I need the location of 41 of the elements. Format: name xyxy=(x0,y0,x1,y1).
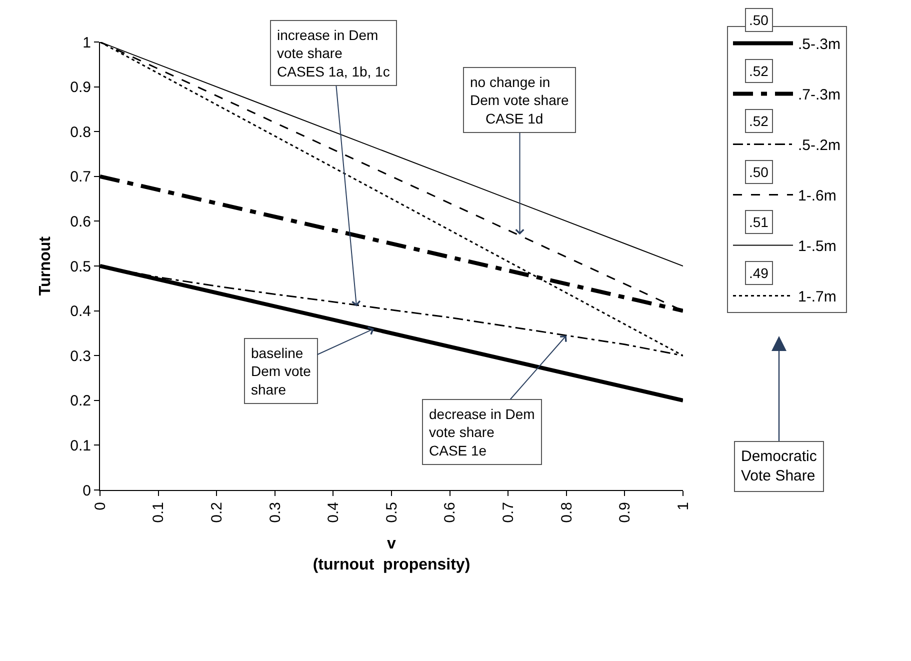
x-tick-label: 0 xyxy=(92,502,109,510)
text: .50 xyxy=(749,164,769,180)
legend-label: .7-.3m xyxy=(798,86,841,104)
text: .51 xyxy=(749,214,769,230)
legend-label: .5-.2m xyxy=(798,137,841,154)
annotation: increase in Dem vote share CASES 1a, 1b, 1c xyxy=(277,27,390,80)
annotation: baseline Dem vote share xyxy=(251,345,312,398)
x-tick-label: 1 xyxy=(674,502,692,510)
y-tick-label: 0.3 xyxy=(70,348,91,365)
y-tick-label: 0.9 xyxy=(70,79,91,96)
x-tick-label: 0.1 xyxy=(150,502,168,523)
y-tick-label: 0.7 xyxy=(70,168,91,186)
legend-label: .5-.3m xyxy=(798,36,841,54)
x-tick-label: 0.8 xyxy=(558,502,576,523)
y-tick-label: 0.4 xyxy=(70,303,91,320)
annotation: no change in Dem vote share CASE 1d xyxy=(470,74,570,126)
x-tick-label: 0.9 xyxy=(616,502,634,523)
legend-label: 1-.6m xyxy=(798,188,836,205)
x-tick-label: 0.7 xyxy=(500,502,517,523)
x-tick-label: 0.5 xyxy=(383,502,400,523)
y-tick-label: 0.8 xyxy=(70,124,91,141)
x-axis-title: v (turnout propensity) xyxy=(312,536,470,574)
y-axis-title: Turnout xyxy=(37,236,54,296)
x-tick-label: 0.2 xyxy=(208,502,226,523)
x-tick-label: 0.3 xyxy=(266,502,284,523)
y-tick-label: 0.2 xyxy=(70,392,91,410)
y-tick-label: 0.6 xyxy=(70,213,91,230)
text: .52 xyxy=(749,63,769,79)
legend-label: 1-.7m xyxy=(798,288,836,306)
y-tick-label: 0 xyxy=(82,482,91,500)
text: Democratic Vote Share xyxy=(741,448,818,484)
y-tick-label: 0.5 xyxy=(70,258,91,276)
legend-label: 1-.5m xyxy=(798,238,836,256)
x-tick-label: 0.4 xyxy=(325,502,342,523)
text: .49 xyxy=(749,265,769,281)
annotation: decrease in Dem vote share CASE 1e xyxy=(429,406,535,458)
y-tick-label: 0.1 xyxy=(70,437,91,454)
text: .50 xyxy=(749,12,769,28)
y-tick-label: 1 xyxy=(82,34,91,52)
x-tick-label: 0.6 xyxy=(442,502,459,523)
text: .52 xyxy=(749,113,769,129)
